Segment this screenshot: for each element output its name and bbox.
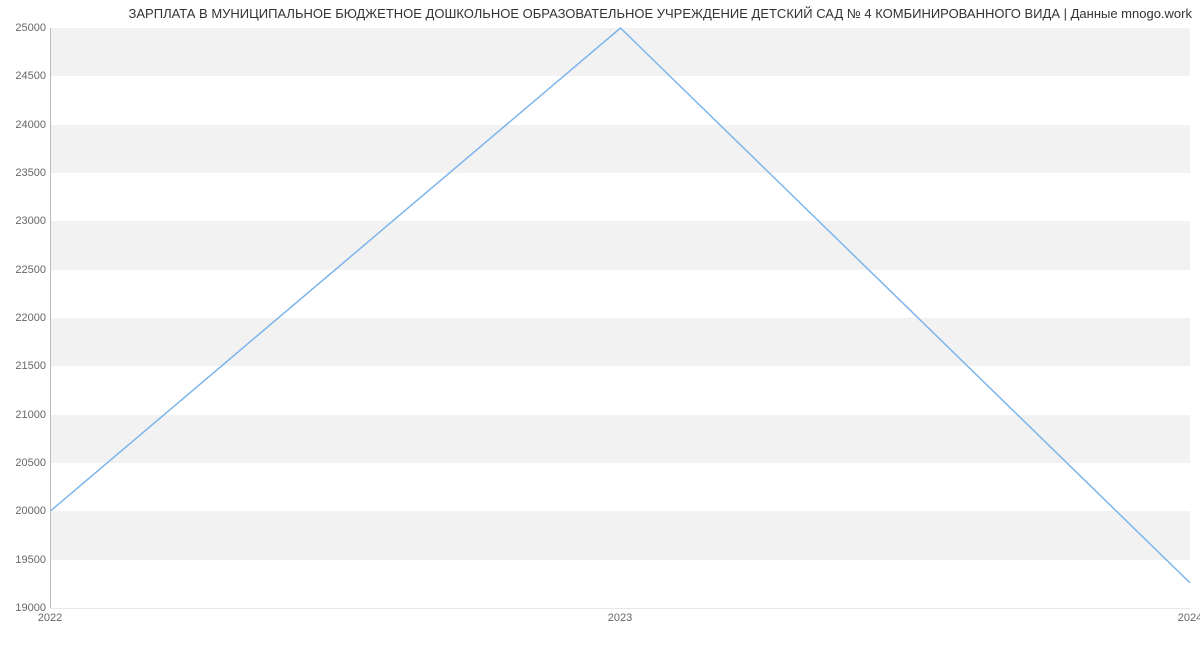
chart-title: ЗАРПЛАТА В МУНИЦИПАЛЬНОЕ БЮДЖЕТНОЕ ДОШКО… <box>0 6 1200 21</box>
y-tick-label: 23000 <box>6 215 46 227</box>
plot-area <box>50 28 1190 608</box>
x-tick-label: 2024 <box>1178 612 1200 624</box>
y-tick-label: 22000 <box>6 312 46 324</box>
salary-chart: ЗАРПЛАТА В МУНИЦИПАЛЬНОЕ БЮДЖЕТНОЕ ДОШКО… <box>0 0 1200 650</box>
y-tick-label: 24000 <box>6 119 46 131</box>
y-tick-label: 20500 <box>6 457 46 469</box>
line-series <box>51 28 1190 607</box>
y-tick-label: 19500 <box>6 554 46 566</box>
y-tick-label: 24500 <box>6 70 46 82</box>
x-tick-label: 2023 <box>608 612 632 624</box>
y-tick-label: 21000 <box>6 409 46 421</box>
x-tick-label: 2022 <box>38 612 62 624</box>
y-tick-label: 20000 <box>6 505 46 517</box>
y-tick-label: 22500 <box>6 264 46 276</box>
y-tick-label: 21500 <box>6 360 46 372</box>
y-tick-label: 25000 <box>6 22 46 34</box>
grid-line <box>51 608 1190 609</box>
y-tick-label: 23500 <box>6 167 46 179</box>
